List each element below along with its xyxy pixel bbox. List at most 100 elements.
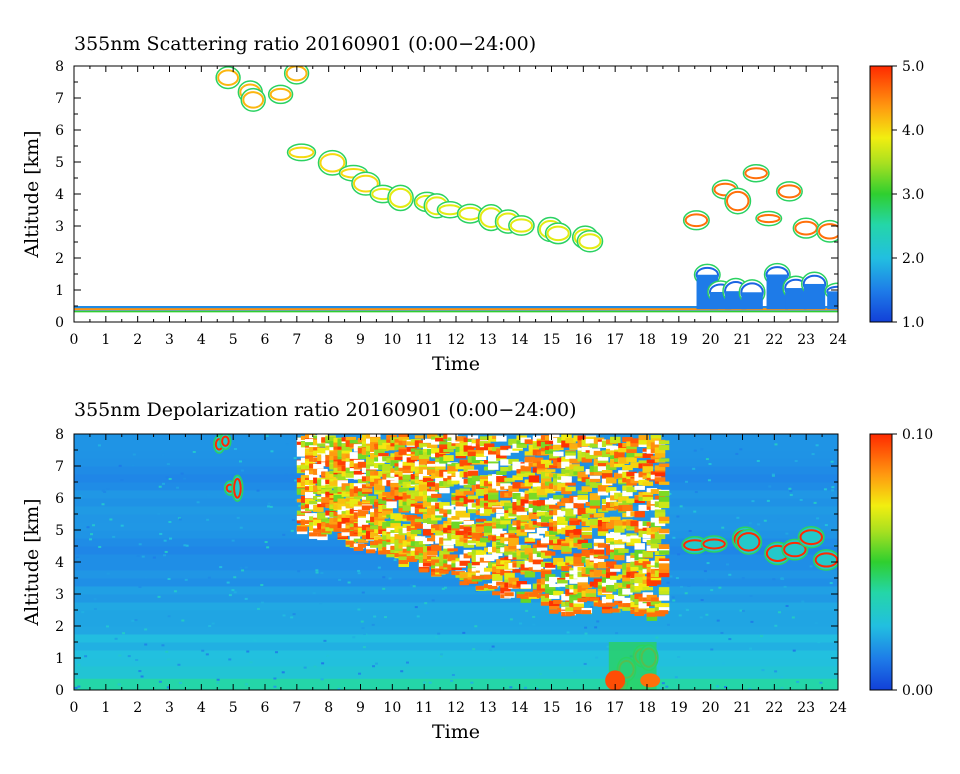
- depol-speckle: [337, 473, 348, 481]
- depol-speckle: [642, 492, 654, 498]
- y-tick-label: 2: [55, 619, 64, 635]
- noise-pixel: [358, 672, 362, 675]
- depol-speckle: [646, 564, 658, 568]
- depol-speckle: [605, 584, 617, 592]
- depol-speckle: [658, 440, 670, 445]
- depol-speckle: [549, 536, 560, 541]
- depol-speckle: [549, 504, 560, 509]
- noise-pixel: [74, 686, 78, 689]
- depol-speckle: [561, 434, 572, 441]
- depol-speckle: [589, 522, 601, 529]
- depol-speckle: [317, 434, 328, 438]
- y-tick-label: 7: [55, 91, 64, 107]
- noise-pixel: [372, 665, 376, 668]
- depol-speckle: [317, 447, 328, 454]
- depol-speckle: [422, 477, 434, 482]
- depol-speckle: [597, 555, 609, 559]
- depol-speckle: [463, 527, 475, 534]
- depol-speckle: [463, 490, 475, 495]
- noise-pixel: [181, 619, 185, 622]
- depol-speckle: [601, 596, 613, 604]
- depol-speckle: [516, 560, 527, 568]
- depol-speckle: [658, 544, 670, 550]
- depol-speckle: [573, 466, 584, 471]
- depol-speckle: [508, 485, 519, 492]
- noise-pixel: [290, 529, 294, 532]
- noise-pixel: [428, 681, 432, 684]
- depol-speckle: [508, 523, 519, 531]
- depol-speckle: [504, 502, 515, 507]
- depol-speckle: [357, 461, 369, 468]
- x-tick-label: 21: [734, 700, 752, 716]
- depol-speckle: [540, 578, 552, 585]
- noise-pixel: [736, 516, 740, 519]
- depol-speckle: [398, 434, 410, 438]
- depol-cloud-base: [528, 592, 539, 597]
- depol-speckle: [455, 530, 466, 536]
- aerosol-plume: [766, 274, 789, 310]
- depol-speckle: [585, 479, 597, 486]
- depolarization-y-label: Altitude [km]: [21, 498, 43, 626]
- depol-speckle: [650, 505, 662, 511]
- noise-pixel: [360, 620, 364, 623]
- depol-speckle: [475, 518, 487, 522]
- noise-pixel: [284, 473, 288, 476]
- depol-speckle: [589, 443, 601, 448]
- noise-pixel: [519, 490, 523, 493]
- x-tick-label: 20: [702, 332, 720, 348]
- noise-pixel: [716, 619, 720, 622]
- cloud-inner-contour: [288, 146, 315, 159]
- depol-speckle: [569, 575, 580, 583]
- x-tick-label: 21: [734, 332, 752, 348]
- depolarization-x-label: Time: [432, 721, 480, 743]
- depol-speckle: [626, 445, 637, 450]
- depol-speckle: [650, 578, 662, 585]
- noise-pixel: [450, 679, 454, 682]
- noise-pixel: [313, 665, 317, 668]
- depol-speckle: [313, 519, 324, 526]
- depol-speckle: [353, 473, 365, 480]
- depol-speckle: [353, 495, 365, 500]
- depol-speckle: [658, 496, 670, 503]
- noise-pixel: [425, 672, 429, 675]
- depol-speckle: [524, 537, 536, 542]
- depol-speckle: [406, 531, 418, 537]
- noise-pixel: [434, 636, 438, 639]
- depol-speckle: [390, 523, 401, 528]
- noise-pixel: [184, 578, 188, 581]
- noise-pixel: [231, 589, 235, 592]
- depol-speckle: [524, 451, 536, 456]
- noise-pixel: [400, 670, 404, 673]
- depol-speckle: [512, 569, 523, 573]
- depol-speckle: [577, 435, 588, 442]
- noise-pixel: [694, 663, 698, 666]
- noise-pixel: [112, 535, 116, 538]
- depol-speckle: [435, 474, 446, 480]
- noise-pixel: [290, 473, 294, 476]
- colorbar-tick-label: 3.0: [902, 187, 924, 203]
- depol-speckle: [638, 471, 649, 478]
- depol-speckle: [321, 489, 332, 493]
- depol-speckle: [390, 482, 401, 488]
- depol-speckle: [524, 439, 536, 444]
- depol-speckle: [451, 440, 462, 446]
- cloud-inner-contour: [757, 214, 781, 224]
- depol-speckle: [422, 438, 434, 443]
- depol-speckle: [447, 548, 458, 552]
- depol-speckle: [581, 513, 593, 519]
- depol-speckle: [610, 568, 621, 572]
- depol-cloud-base: [443, 563, 453, 568]
- depol-speckle: [426, 460, 438, 467]
- depol-speckle: [378, 526, 389, 532]
- depol-speckle: [357, 453, 369, 460]
- depol-speckle: [634, 453, 645, 457]
- noise-pixel: [242, 459, 246, 462]
- background-band: [74, 674, 838, 683]
- depol-speckle: [402, 461, 414, 469]
- depol-speckle: [597, 456, 609, 461]
- noise-pixel: [89, 533, 93, 536]
- depol-speckle: [549, 529, 560, 535]
- depol-speckle: [439, 502, 450, 509]
- depol-speckle: [658, 572, 670, 578]
- depol-speckle: [557, 437, 568, 443]
